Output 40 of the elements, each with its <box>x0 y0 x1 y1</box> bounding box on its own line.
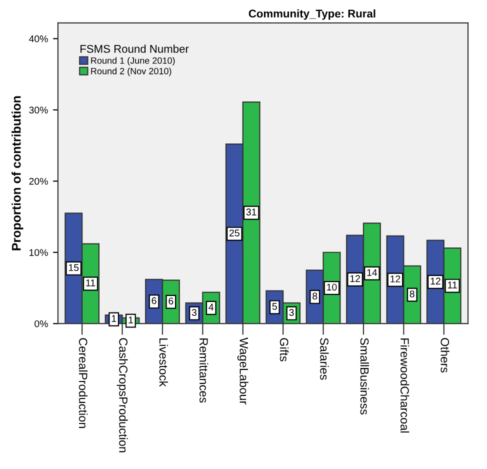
x-tick-label: Salaries <box>320 338 329 380</box>
data-label: 12 <box>390 276 400 282</box>
data-label: 11 <box>86 280 96 286</box>
legend-label: Round 2 (Nov 2010) <box>91 68 172 76</box>
x-tick-label: CerealProduction <box>78 338 88 428</box>
data-label: 12 <box>350 275 360 282</box>
y-tick-label: 10% <box>30 249 48 256</box>
data-label: 25 <box>230 230 240 236</box>
x-tick-label: Gifts <box>280 338 289 362</box>
y-tick-label: 30% <box>29 106 48 114</box>
data-label: 6 <box>152 297 156 304</box>
x-tick-label: SmallBusiness <box>360 338 369 414</box>
data-label: 3 <box>192 309 197 316</box>
data-label: 12 <box>430 278 440 284</box>
chart-title: Community_Type: Rural <box>248 9 376 20</box>
x-tick-label: FirewoodCharcoal <box>400 338 410 433</box>
data-label: 8 <box>410 290 414 298</box>
y-tick-label: 0% <box>34 320 48 328</box>
data-label: 6 <box>168 298 174 304</box>
data-label: 1 <box>128 316 133 324</box>
x-tick-label: Livestock <box>159 338 168 387</box>
x-tick-label: Remittances <box>200 338 208 403</box>
y-axis-title: Proportion of contribution <box>12 96 24 250</box>
data-label: 11 <box>448 282 457 288</box>
x-tick-label: Others <box>440 338 450 372</box>
data-label: 4 <box>208 304 214 310</box>
y-tick-label: 40% <box>28 35 48 42</box>
data-label: 1 <box>112 315 116 322</box>
x-tick-label: WageLabour <box>237 338 248 404</box>
legend-title: FSMS Round Number <box>80 44 189 53</box>
data-label: 5 <box>272 303 277 310</box>
data-label: 31 <box>246 208 256 216</box>
data-label: 8 <box>312 292 318 300</box>
x-tick-label: CashCropsProduction <box>116 338 128 452</box>
data-label: 14 <box>367 269 378 276</box>
legend-label: Round 1 (June 2010) <box>91 57 175 66</box>
data-label: 3 <box>289 309 294 316</box>
y-tick-label: 20% <box>29 178 48 185</box>
data-label: 15 <box>68 264 79 272</box>
data-label: 10 <box>327 284 337 291</box>
